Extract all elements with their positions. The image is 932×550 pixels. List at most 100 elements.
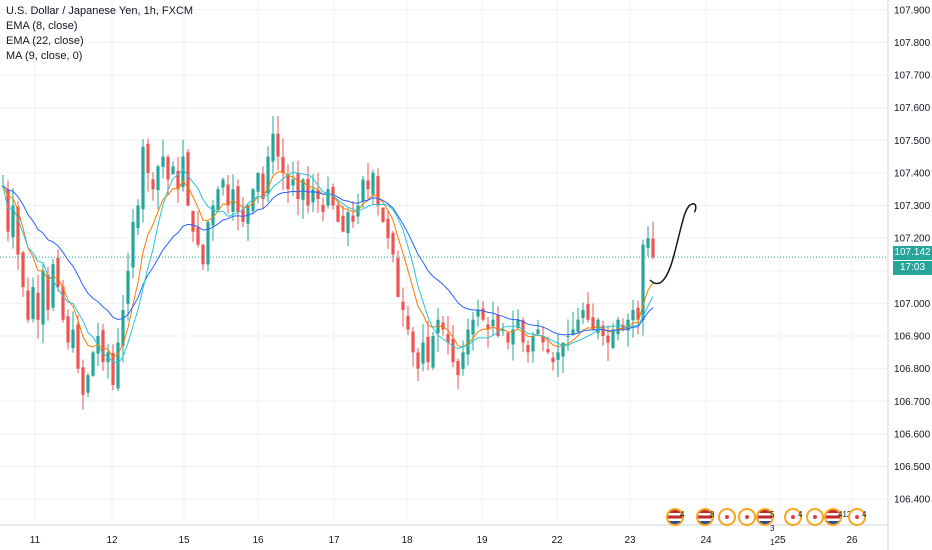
candle-body [516,319,520,329]
candle-body [91,352,95,376]
candle-body [186,152,190,206]
candle-body [456,361,460,376]
candle-body [46,274,50,310]
candle-body [286,174,290,190]
y-tick-label: 107.500 [894,136,931,147]
candle-body [341,215,345,232]
candle-body [636,307,640,320]
candle-body [131,221,135,268]
candle-body [61,286,65,320]
candle-body [196,227,200,245]
candle-body [301,179,305,200]
candle-body [471,319,475,335]
candle-body [531,336,535,352]
x-tick-label: 26 [846,535,858,546]
event-count: 4 [798,510,803,519]
candle-body [116,342,120,389]
candle-body [626,319,630,331]
legend-ema8: EMA (8, close) [6,20,78,32]
candle-body [121,309,125,346]
candle-body [21,252,25,288]
y-tick-label: 107.800 [894,38,931,49]
candle-body [236,186,240,213]
candle-body [216,189,220,211]
candle-body [211,205,215,226]
candle-body [201,244,205,265]
candle-body [616,319,620,335]
x-tick-label: 11 [30,535,41,546]
countdown-tag: 17:03 [893,261,932,275]
candle-body [261,173,265,200]
candle-body [336,205,340,222]
candle-body [556,352,560,360]
candle-body [476,309,480,317]
chart-legend: U.S. Dollar / Japanese Yen, 1h, FXCM EMA… [6,4,193,64]
candle-body [526,345,530,353]
event-count: 4 [862,510,867,519]
candle-body [101,330,105,363]
candle-body [11,205,15,238]
candle-body [546,349,550,353]
candle-body [591,317,595,330]
y-tick-label: 106.800 [894,364,931,375]
candle-body [581,309,585,319]
candle-body [521,320,525,343]
candle-body [291,179,295,186]
candle-body [281,157,285,173]
candle-body [241,209,245,222]
y-tick-label: 106.700 [894,397,931,408]
us-flag-icon[interactable]: 5 3 1 [756,508,774,547]
candle-body [316,189,320,200]
event-count: 4 [680,510,685,519]
candle-body [366,180,370,190]
event-dot-icon[interactable] [806,508,824,526]
y-tick-label: 106.500 [894,462,931,473]
us-flag-icon[interactable]: 4 [666,508,684,526]
candle-body [376,176,380,206]
candle-body [496,314,500,337]
y-tick-label: 106.600 [894,429,931,440]
event-dot-icon[interactable]: 4 [784,508,802,526]
us-flag-icon[interactable]: 412 [824,508,851,526]
legend-ma9: MA (9, close, 0) [6,50,83,62]
x-tick-label: 25 [774,535,786,546]
candle-body [621,324,625,330]
y-tick-label: 106.900 [894,332,931,343]
candle-body [446,333,450,343]
candle-body [141,146,145,210]
candle-body [111,352,115,385]
candle-body [441,322,445,330]
x-tick-label: 22 [551,535,563,546]
candle-body [326,189,330,206]
us-flag-icon[interactable]: 8 [696,508,714,526]
x-tick-label: 12 [106,535,118,546]
candle-body [66,316,70,343]
candle-body [566,336,570,338]
event-dot-icon[interactable] [738,508,756,526]
candle-body [391,232,395,255]
candle-body [506,332,510,343]
candle-body [36,292,40,320]
event-dot-icon[interactable]: 4 [848,508,866,526]
candle-body [191,210,195,232]
candle-body [16,206,20,255]
candle-body [266,156,270,194]
x-tick-label: 17 [328,535,340,546]
candle-body [276,133,280,157]
candle-body [6,189,10,232]
candle-body [221,179,225,188]
x-tick-label: 15 [178,535,190,546]
x-tick-label: 19 [476,535,488,546]
candle-body [311,189,315,203]
y-tick-label: 107.400 [894,168,931,179]
candle-body [181,156,185,188]
y-tick-label: 107.200 [894,234,931,245]
candle-body [576,319,580,332]
price-axis-bg[interactable] [888,0,932,550]
event-dot-icon[interactable] [718,508,736,526]
candle-body [351,215,355,222]
y-tick-label: 106.400 [894,495,931,506]
candle-body [321,204,325,213]
